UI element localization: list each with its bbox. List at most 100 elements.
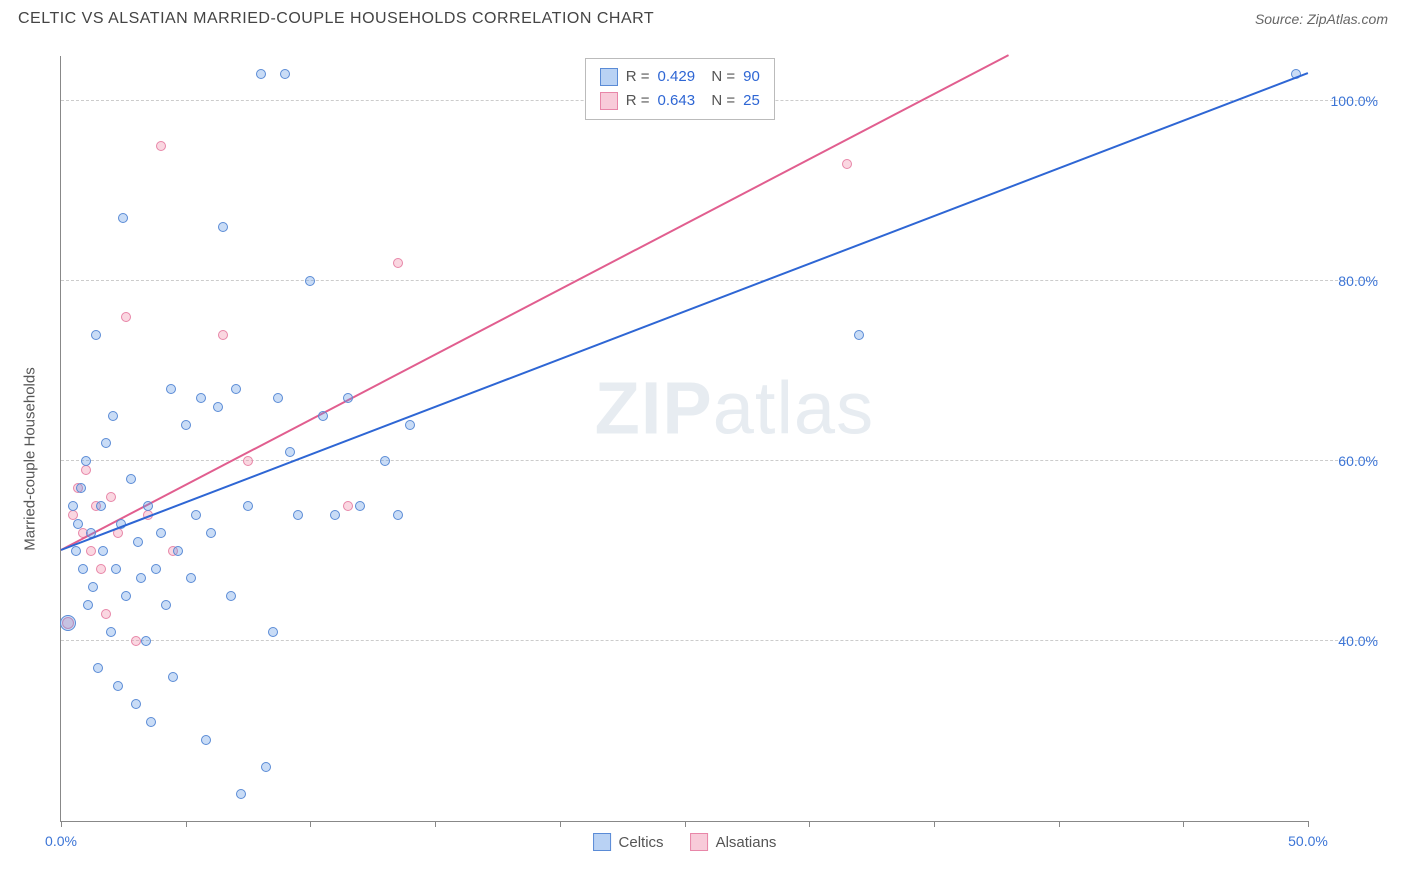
xtick-label: 0.0% — [45, 833, 77, 849]
scatter-point — [218, 222, 228, 232]
xtick-label: 50.0% — [1288, 833, 1328, 849]
ytick-label: 60.0% — [1318, 453, 1378, 469]
scatter-point — [131, 636, 141, 646]
scatter-point — [93, 663, 103, 673]
scatter-point — [161, 600, 171, 610]
scatter-point — [218, 330, 228, 340]
scatter-point — [108, 411, 118, 421]
trend-line-pink — [61, 54, 1010, 551]
scatter-point — [343, 501, 353, 511]
legend-item-celtics: Celtics — [593, 833, 664, 851]
scatter-point — [156, 141, 166, 151]
scatter-point — [243, 456, 253, 466]
scatter-point — [243, 501, 253, 511]
xtick — [685, 821, 686, 827]
scatter-point — [156, 528, 166, 538]
xtick — [560, 821, 561, 827]
scatter-point — [126, 474, 136, 484]
scatter-point — [305, 276, 315, 286]
scatter-point — [83, 600, 93, 610]
scatter-point — [118, 213, 128, 223]
scatter-point — [151, 564, 161, 574]
xtick — [934, 821, 935, 827]
scatter-point — [355, 501, 365, 511]
scatter-point — [96, 501, 106, 511]
scatter-point — [393, 510, 403, 520]
scatter-point — [191, 510, 201, 520]
xtick — [1059, 821, 1060, 827]
scatter-point — [101, 438, 111, 448]
scatter-point — [136, 573, 146, 583]
scatter-point — [293, 510, 303, 520]
scatter-point — [98, 546, 108, 556]
scatter-point — [96, 564, 106, 574]
scatter-point — [201, 735, 211, 745]
scatter-point — [141, 636, 151, 646]
scatter-point — [206, 528, 216, 538]
trend-line-blue — [61, 72, 1309, 551]
ytick-label: 40.0% — [1318, 633, 1378, 649]
scatter-point — [380, 456, 390, 466]
scatter-point — [213, 402, 223, 412]
legend-bottom: Celtics Alsatians — [593, 833, 777, 851]
legend-item-alsatians: Alsatians — [690, 833, 777, 851]
scatter-point — [76, 483, 86, 493]
scatter-point — [60, 615, 76, 631]
chart-header: CELTIC VS ALSATIAN MARRIED-COUPLE HOUSEH… — [0, 0, 1406, 36]
scatter-point — [101, 609, 111, 619]
scatter-point — [168, 672, 178, 682]
legend-top: R = 0.429 N = 90R = 0.643 N = 25 — [585, 58, 775, 120]
scatter-point — [131, 699, 141, 709]
scatter-point — [166, 384, 176, 394]
xtick — [1183, 821, 1184, 827]
swatch-blue-icon — [600, 68, 618, 86]
xtick — [61, 821, 62, 827]
scatter-point — [273, 393, 283, 403]
scatter-point — [186, 573, 196, 583]
scatter-point — [121, 591, 131, 601]
xtick — [310, 821, 311, 827]
scatter-point — [173, 546, 183, 556]
scatter-point — [121, 312, 131, 322]
gridline-h — [61, 280, 1378, 281]
plot-area: ZIPatlas Celtics Alsatians 40.0%60.0%80.… — [60, 56, 1308, 822]
swatch-blue-icon — [593, 833, 611, 851]
scatter-point — [88, 582, 98, 592]
swatch-pink-icon — [690, 833, 708, 851]
ytick-label: 100.0% — [1318, 93, 1378, 109]
scatter-point — [91, 330, 101, 340]
scatter-point — [236, 789, 246, 799]
xtick — [1308, 821, 1309, 827]
scatter-point — [113, 681, 123, 691]
scatter-point — [181, 420, 191, 430]
scatter-point — [261, 762, 271, 772]
scatter-point — [226, 591, 236, 601]
scatter-point — [268, 627, 278, 637]
xtick — [435, 821, 436, 827]
scatter-point — [106, 627, 116, 637]
scatter-point — [81, 465, 91, 475]
swatch-pink-icon — [600, 92, 618, 110]
watermark: ZIPatlas — [595, 365, 874, 450]
legend-top-row: R = 0.429 N = 90 — [600, 65, 760, 89]
chart-container: Married-couple Households ZIPatlas Celti… — [18, 44, 1388, 874]
y-axis-label: Married-couple Households — [22, 367, 39, 550]
xtick — [809, 821, 810, 827]
scatter-point — [393, 258, 403, 268]
scatter-point — [111, 564, 121, 574]
scatter-point — [81, 456, 91, 466]
gridline-h — [61, 640, 1378, 641]
scatter-point — [146, 717, 156, 727]
scatter-point — [86, 546, 96, 556]
chart-title: CELTIC VS ALSATIAN MARRIED-COUPLE HOUSEH… — [18, 10, 654, 28]
xtick — [186, 821, 187, 827]
scatter-point — [280, 69, 290, 79]
scatter-point — [256, 69, 266, 79]
scatter-point — [143, 501, 153, 511]
chart-source: Source: ZipAtlas.com — [1255, 11, 1388, 27]
scatter-point — [106, 492, 116, 502]
scatter-point — [854, 330, 864, 340]
scatter-point — [68, 501, 78, 511]
gridline-h — [61, 460, 1378, 461]
scatter-point — [71, 546, 81, 556]
